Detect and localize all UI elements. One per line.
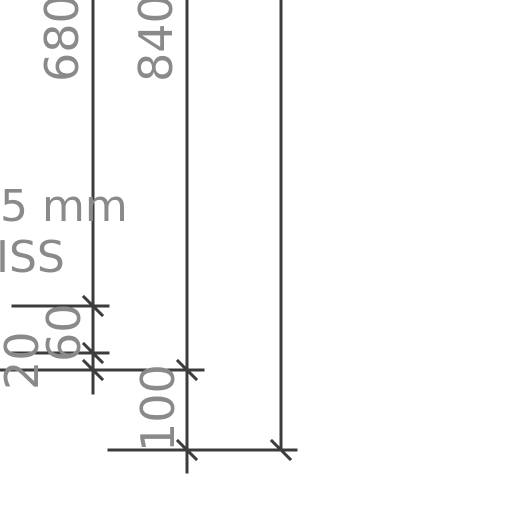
- dimension-label-100: 100: [131, 364, 185, 452]
- edge-mark: -: [0, 115, 1, 150]
- dimension-label-840: 840: [129, 0, 183, 82]
- dimension-label-20: 20: [0, 331, 49, 390]
- tick-mark: [175, 358, 199, 382]
- tick-mark: [175, 438, 199, 462]
- tick-mark: [269, 438, 293, 462]
- material-note: ISS: [0, 232, 65, 283]
- tick-mark: [81, 358, 105, 382]
- tick-mark: [81, 341, 105, 365]
- tick-mark: [81, 294, 105, 318]
- thickness-note: 5 mm: [0, 181, 128, 232]
- dimension-label-60: 60: [37, 303, 91, 362]
- dimension-label-680: 680: [35, 0, 89, 82]
